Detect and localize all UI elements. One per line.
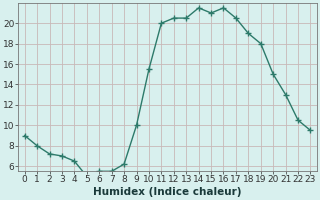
X-axis label: Humidex (Indice chaleur): Humidex (Indice chaleur) — [93, 187, 242, 197]
